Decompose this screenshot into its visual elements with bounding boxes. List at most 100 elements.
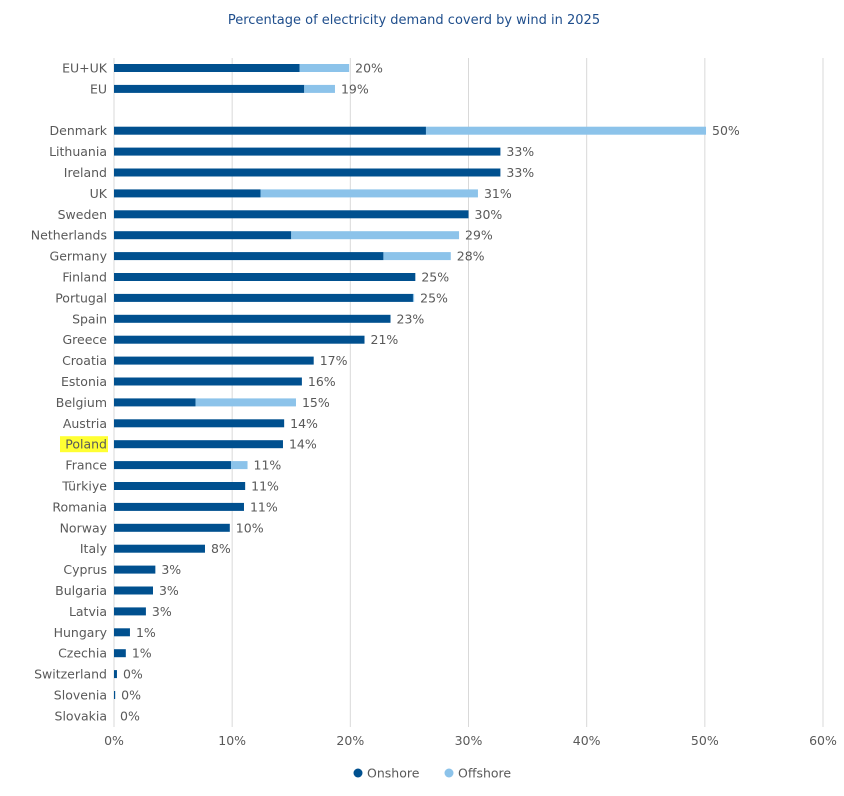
data-label: 16% <box>308 374 336 389</box>
bar-row: EU 19% <box>90 81 369 96</box>
category-label: Greece <box>63 332 108 347</box>
category-label: Netherlands <box>31 228 107 243</box>
bar-onshore <box>114 482 246 490</box>
data-label: 0% <box>121 688 141 703</box>
data-label: 31% <box>484 186 512 201</box>
data-label: 19% <box>341 81 369 96</box>
data-label: 11% <box>250 499 278 514</box>
bar-row: Sweden 30% <box>58 207 503 222</box>
x-tick-label: 50% <box>691 733 719 748</box>
bar-row: Finland 25% <box>62 270 449 285</box>
bar-row: Norway 10% <box>60 520 264 535</box>
bar-offshore <box>425 126 707 135</box>
data-label: 11% <box>254 458 282 473</box>
bar-row: Belgium 15% <box>56 395 330 410</box>
legend-item-onshore: Onshore <box>353 766 420 781</box>
data-label: 14% <box>290 416 318 431</box>
data-label: 0% <box>123 667 143 682</box>
bar-offshore <box>291 231 460 240</box>
category-label: Denmark <box>50 123 108 138</box>
bar-row: France 11% <box>65 458 281 473</box>
bar-row: Slovenia 0% <box>54 688 141 703</box>
bar-row: Netherlands 29% <box>31 228 493 243</box>
bar-onshore <box>114 273 416 281</box>
bar-row: Italy 8% <box>80 541 231 556</box>
data-label: 29% <box>465 228 493 243</box>
category-label: Bulgaria <box>55 583 107 598</box>
category-label: EU <box>90 81 107 96</box>
legend-label: Offshore <box>458 766 511 781</box>
bar-onshore <box>114 419 285 428</box>
bar-row: Bulgaria 3% <box>55 583 179 598</box>
bar-row: Austria 14% <box>63 416 318 431</box>
bar-row: EU+UK 20% <box>62 61 383 76</box>
category-label: Latvia <box>69 604 107 619</box>
bar-onshore <box>114 607 146 616</box>
chart-title: Percentage of electricity demand coverd … <box>228 13 600 28</box>
category-label: Türkiye <box>61 479 107 494</box>
bar-offshore <box>299 64 350 72</box>
bar-onshore <box>114 64 300 72</box>
bar-offshore <box>412 293 415 302</box>
category-label: Sweden <box>58 207 107 222</box>
category-label: Germany <box>50 249 108 264</box>
data-label: 50% <box>712 123 740 138</box>
category-label: Croatia <box>62 353 107 368</box>
category-label: Portugal <box>55 290 107 305</box>
bar-row: Lithuania 33% <box>49 144 534 159</box>
bar-row: Spain 23% <box>72 311 424 326</box>
category-label: Ireland <box>64 165 107 180</box>
data-label: 8% <box>211 541 231 556</box>
category-label: France <box>65 458 107 473</box>
bar-row: Latvia 3% <box>69 604 172 619</box>
category-label: Slovakia <box>55 708 107 723</box>
bar-onshore <box>114 335 365 344</box>
bar-row: Croatia 17% <box>62 353 348 368</box>
bar-row: Türkiye 11% <box>61 479 279 494</box>
bar-onshore <box>114 565 156 574</box>
bar-offshore <box>260 189 478 198</box>
bar-onshore <box>114 628 130 637</box>
data-label: 20% <box>355 61 383 76</box>
category-label: Slovenia <box>54 688 107 703</box>
category-label: EU+UK <box>62 61 108 76</box>
bar-onshore <box>114 440 283 449</box>
legend-marker <box>444 768 454 778</box>
bar-row: Greece 21% <box>63 332 399 347</box>
bar-onshore <box>114 84 305 93</box>
legend-item-offshore: Offshore <box>444 766 511 781</box>
bar-row: Switzerland 0% <box>34 667 143 682</box>
bar-offshore <box>304 84 335 93</box>
bar-offshore <box>383 252 451 261</box>
bar-onshore <box>114 649 126 658</box>
bar-row: Denmark 50% <box>50 123 740 138</box>
x-tick-label: 20% <box>336 733 364 748</box>
bar-onshore <box>114 461 231 470</box>
data-label: 25% <box>421 270 449 285</box>
legend-label: Onshore <box>367 766 420 781</box>
legend-marker <box>353 768 363 778</box>
bar-onshore <box>114 231 292 240</box>
category-label: Finland <box>62 270 107 285</box>
x-tick-label: 60% <box>809 733 837 748</box>
data-label: 17% <box>320 353 348 368</box>
category-label: Poland <box>65 437 107 452</box>
data-label: 1% <box>136 625 156 640</box>
bar-row: Germany 28% <box>50 249 485 264</box>
bar-row: Slovakia 0% <box>55 708 140 723</box>
category-highlight <box>60 436 108 453</box>
bar-row: UK 31% <box>90 186 512 201</box>
category-label: Hungary <box>54 625 108 640</box>
data-label: 10% <box>236 520 264 535</box>
bar-row: Poland 14% <box>60 436 317 453</box>
data-label: 11% <box>251 479 279 494</box>
bar-onshore <box>114 356 314 365</box>
category-label: Switzerland <box>34 667 107 682</box>
data-label: 14% <box>289 437 317 452</box>
data-label: 1% <box>132 646 152 661</box>
bar-onshore <box>114 126 426 135</box>
bar-row: Romania 11% <box>52 499 278 514</box>
data-label: 23% <box>397 311 425 326</box>
data-label: 25% <box>420 290 448 305</box>
